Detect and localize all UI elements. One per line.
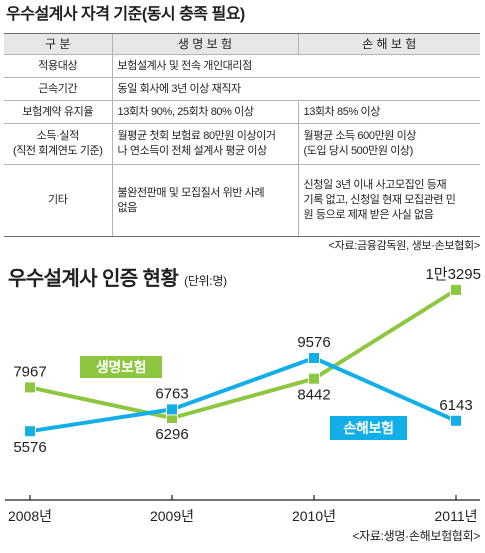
life-cell: 월평균 첫회 보험료 80만원 이상이거 나 연소득이 전체 설계사 평균 이상 (111, 123, 298, 165)
x-tick-label: 2010년 (292, 508, 336, 524)
x-tick-label: 2011년 (435, 508, 478, 524)
row-retention-rate: 보험계약 유지율 13회차 90%, 25회차 80% 이상 13회차 85% … (4, 100, 480, 124)
data-point-life (308, 372, 320, 385)
row-label: 기타 (4, 164, 112, 237)
row-other: 기타 불완전판매 및 모집질서 위반 사례 없음 신청일 3년 이내 사고모집인… (4, 164, 480, 237)
row-eligibility: 적용대상 보험설계사 및 전속 개인대리점 (4, 54, 480, 78)
series-label-life: 생명보험 (80, 356, 162, 378)
data-label-nonlife: 6143 (439, 397, 472, 414)
row-label: 소득·실적 (직전 회계연도 기준) (4, 123, 112, 165)
line-chart: 2008년 2009년 2010년 2011년 7967 6296 8442 1만3295 55… (5, 266, 481, 524)
data-point-nonlife (308, 352, 320, 364)
chart-source-note: <자료:생명·손해보험협회> (352, 529, 480, 543)
column-header-category: 구 분 (4, 33, 112, 55)
life-cell: 불완전판매 및 모집질서 위반 사례 없음 (111, 164, 298, 237)
qualification-table: 구 분 생 명 보 험 손 해 보 험 적용대상 보험설계사 및 전속 개인대리… (4, 33, 480, 237)
data-label-life: 7967 (13, 363, 46, 380)
row-label: 보험계약 유지율 (4, 100, 112, 124)
life-cell: 13회차 90%, 25회차 80% 이상 (111, 100, 298, 124)
data-label-nonlife: 6763 (155, 385, 188, 402)
data-label-nonlife: 5576 (13, 439, 46, 456)
data-label-life: 8442 (297, 387, 330, 404)
data-point-life (24, 381, 36, 394)
qualification-title: 우수설계사 자격 기준(동시 충족 필요) (6, 6, 245, 23)
column-header-nonlife-insurance: 손 해 보 험 (297, 33, 480, 55)
data-point-nonlife (450, 414, 462, 427)
x-tick-label: 2008년 (8, 508, 52, 524)
series-label-nonlife: 손해보험 (330, 416, 407, 440)
row-tenure: 근속기간 동일 회사에 3년 이상 재직자 (4, 77, 480, 101)
data-point-life (450, 283, 462, 296)
nonlife-cell: 월평균 소득 600만원 이상 (도입 당시 500만원 이상) (297, 123, 480, 165)
column-header-life-insurance: 생 명 보 험 (111, 33, 298, 55)
data-point-nonlife (166, 403, 178, 416)
common-cell: 보험설계사 및 전속 개인대리점 (111, 54, 480, 78)
data-point-nonlife (24, 425, 36, 438)
series-line-life (29, 288, 458, 420)
table-header-row: 구 분 생 명 보 험 손 해 보 험 (4, 33, 480, 55)
chart-title-block: 우수설계사 인증 현황 (단위:명) (8, 266, 227, 292)
series-line-nonlife (29, 356, 457, 434)
data-label-life: 1만3295 (425, 266, 481, 283)
common-cell: 동일 회사에 3년 이상 재직자 (111, 77, 480, 101)
chart-title: 우수설계사 인증 현황 (8, 268, 179, 290)
row-label: 근속기간 (4, 77, 112, 101)
row-label: 적용대상 (4, 54, 112, 78)
chart-unit: (단위:명) (184, 274, 227, 288)
x-tick-label: 2009년 (150, 508, 194, 524)
nonlife-cell: 13회차 85% 이상 (297, 100, 480, 124)
nonlife-cell: 신청일 3년 이내 사고모집인 등재 기록 없고, 신청일 현재 모집관련 민 … (297, 164, 480, 237)
row-income-performance: 소득·실적 (직전 회계연도 기준) 월평균 첫회 보험료 80만원 이상이거 … (4, 123, 480, 165)
table-source-note: <자료:금융감독원, 생보·손보협회> (328, 240, 480, 252)
data-label-nonlife: 9576 (297, 334, 330, 351)
data-label-life: 6296 (155, 426, 188, 443)
